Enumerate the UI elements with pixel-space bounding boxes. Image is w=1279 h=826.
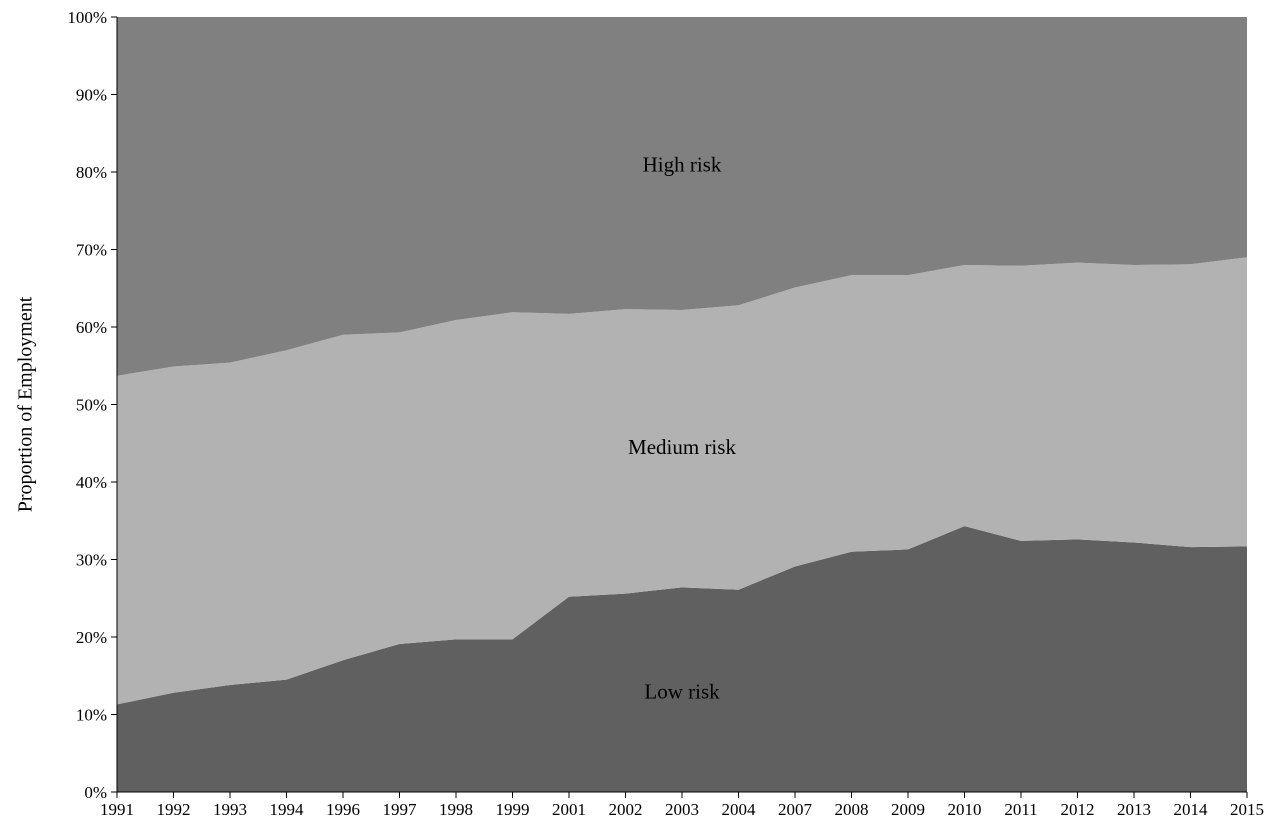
x-tick-label: 2001 [552,800,586,819]
y-tick-label: 40% [76,473,107,492]
x-tick-label: 2011 [1004,800,1037,819]
y-tick-label: 70% [76,241,107,260]
x-tick-label: 2013 [1117,800,1151,819]
low-risk-area [117,526,1247,792]
x-tick-label: 2014 [1174,800,1209,819]
y-tick-label: 100% [67,8,107,27]
y-tick-group: 0% 10% 20% 30% 40% 50% 60% 70% 80% 90% 100% [67,8,117,802]
y-tick-label: 10% [76,706,107,725]
x-tick-label: 2010 [948,800,982,819]
y-tick-label: 20% [76,628,107,647]
y-tick-label: 90% [76,86,107,105]
x-tick-label: 1991 [100,800,134,819]
high-risk-area [117,17,1247,376]
y-tick-label: 80% [76,163,107,182]
x-tick-label: 1993 [213,800,247,819]
y-tick-label: 50% [76,396,107,415]
x-tick-label: 1998 [439,800,473,819]
medium-risk-label: Medium risk [628,435,736,459]
x-tick-label: 1999 [496,800,530,819]
x-tick-label: 2004 [722,800,757,819]
y-axis-title: Proportion of Employment [15,296,37,512]
x-tick-label: 2008 [835,800,869,819]
x-tick-label: 2009 [891,800,925,819]
x-tick-label: 1997 [383,800,418,819]
x-tick-label: 1996 [326,800,360,819]
x-tick-label: 2003 [665,800,699,819]
x-tick-label: 2015 [1230,800,1264,819]
area-series-group [117,17,1247,792]
x-tick-group: 1991 1992 1993 1994 1996 1997 1998 1999 2001 2002… [100,792,1264,819]
y-tick-label: 0% [84,783,107,802]
high-risk-label: High risk [643,152,722,176]
x-tick-label: 1992 [157,800,191,819]
x-tick-label: 2007 [778,800,813,819]
x-tick-label: 2002 [609,800,643,819]
low-risk-label: Low risk [644,679,720,703]
x-tick-label: 1994 [270,800,305,819]
y-tick-label: 30% [76,551,107,570]
x-tick-label: 2012 [1061,800,1095,819]
y-tick-label: 60% [76,318,107,337]
medium-risk-area [117,257,1247,705]
